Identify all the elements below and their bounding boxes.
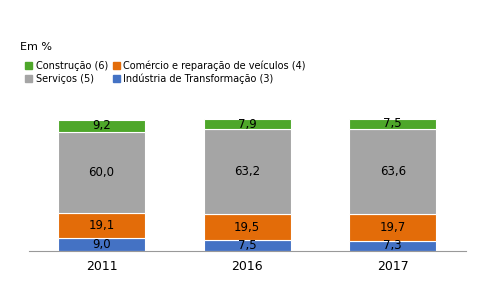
Text: 7,3: 7,3	[384, 239, 402, 252]
Text: 9,2: 9,2	[92, 120, 111, 132]
Text: Em %: Em %	[20, 42, 52, 52]
Legend: Construção (6), Serviços (5), Comércio e reparação de veículos (4), Indústria de: Construção (6), Serviços (5), Comércio e…	[25, 61, 306, 84]
Text: 7,9: 7,9	[238, 118, 257, 130]
Bar	[349, 129, 436, 214]
Bar	[349, 214, 436, 241]
Text: 63,6: 63,6	[380, 165, 406, 178]
Text: 63,2: 63,2	[234, 165, 260, 178]
Text: 7,5: 7,5	[384, 117, 402, 130]
Bar	[204, 119, 291, 129]
Bar	[349, 119, 436, 129]
Text: 19,1: 19,1	[88, 219, 115, 232]
Bar	[204, 129, 291, 214]
Bar	[58, 120, 145, 132]
Text: 19,5: 19,5	[234, 221, 260, 234]
Bar	[204, 214, 291, 240]
Text: 19,7: 19,7	[380, 221, 406, 234]
Text: 60,0: 60,0	[89, 166, 115, 179]
Text: 9,0: 9,0	[92, 238, 111, 251]
Bar	[349, 241, 436, 251]
Bar	[204, 240, 291, 251]
Bar	[58, 213, 145, 238]
Text: 7,5: 7,5	[238, 239, 256, 252]
Bar	[58, 132, 145, 213]
Bar	[58, 238, 145, 251]
